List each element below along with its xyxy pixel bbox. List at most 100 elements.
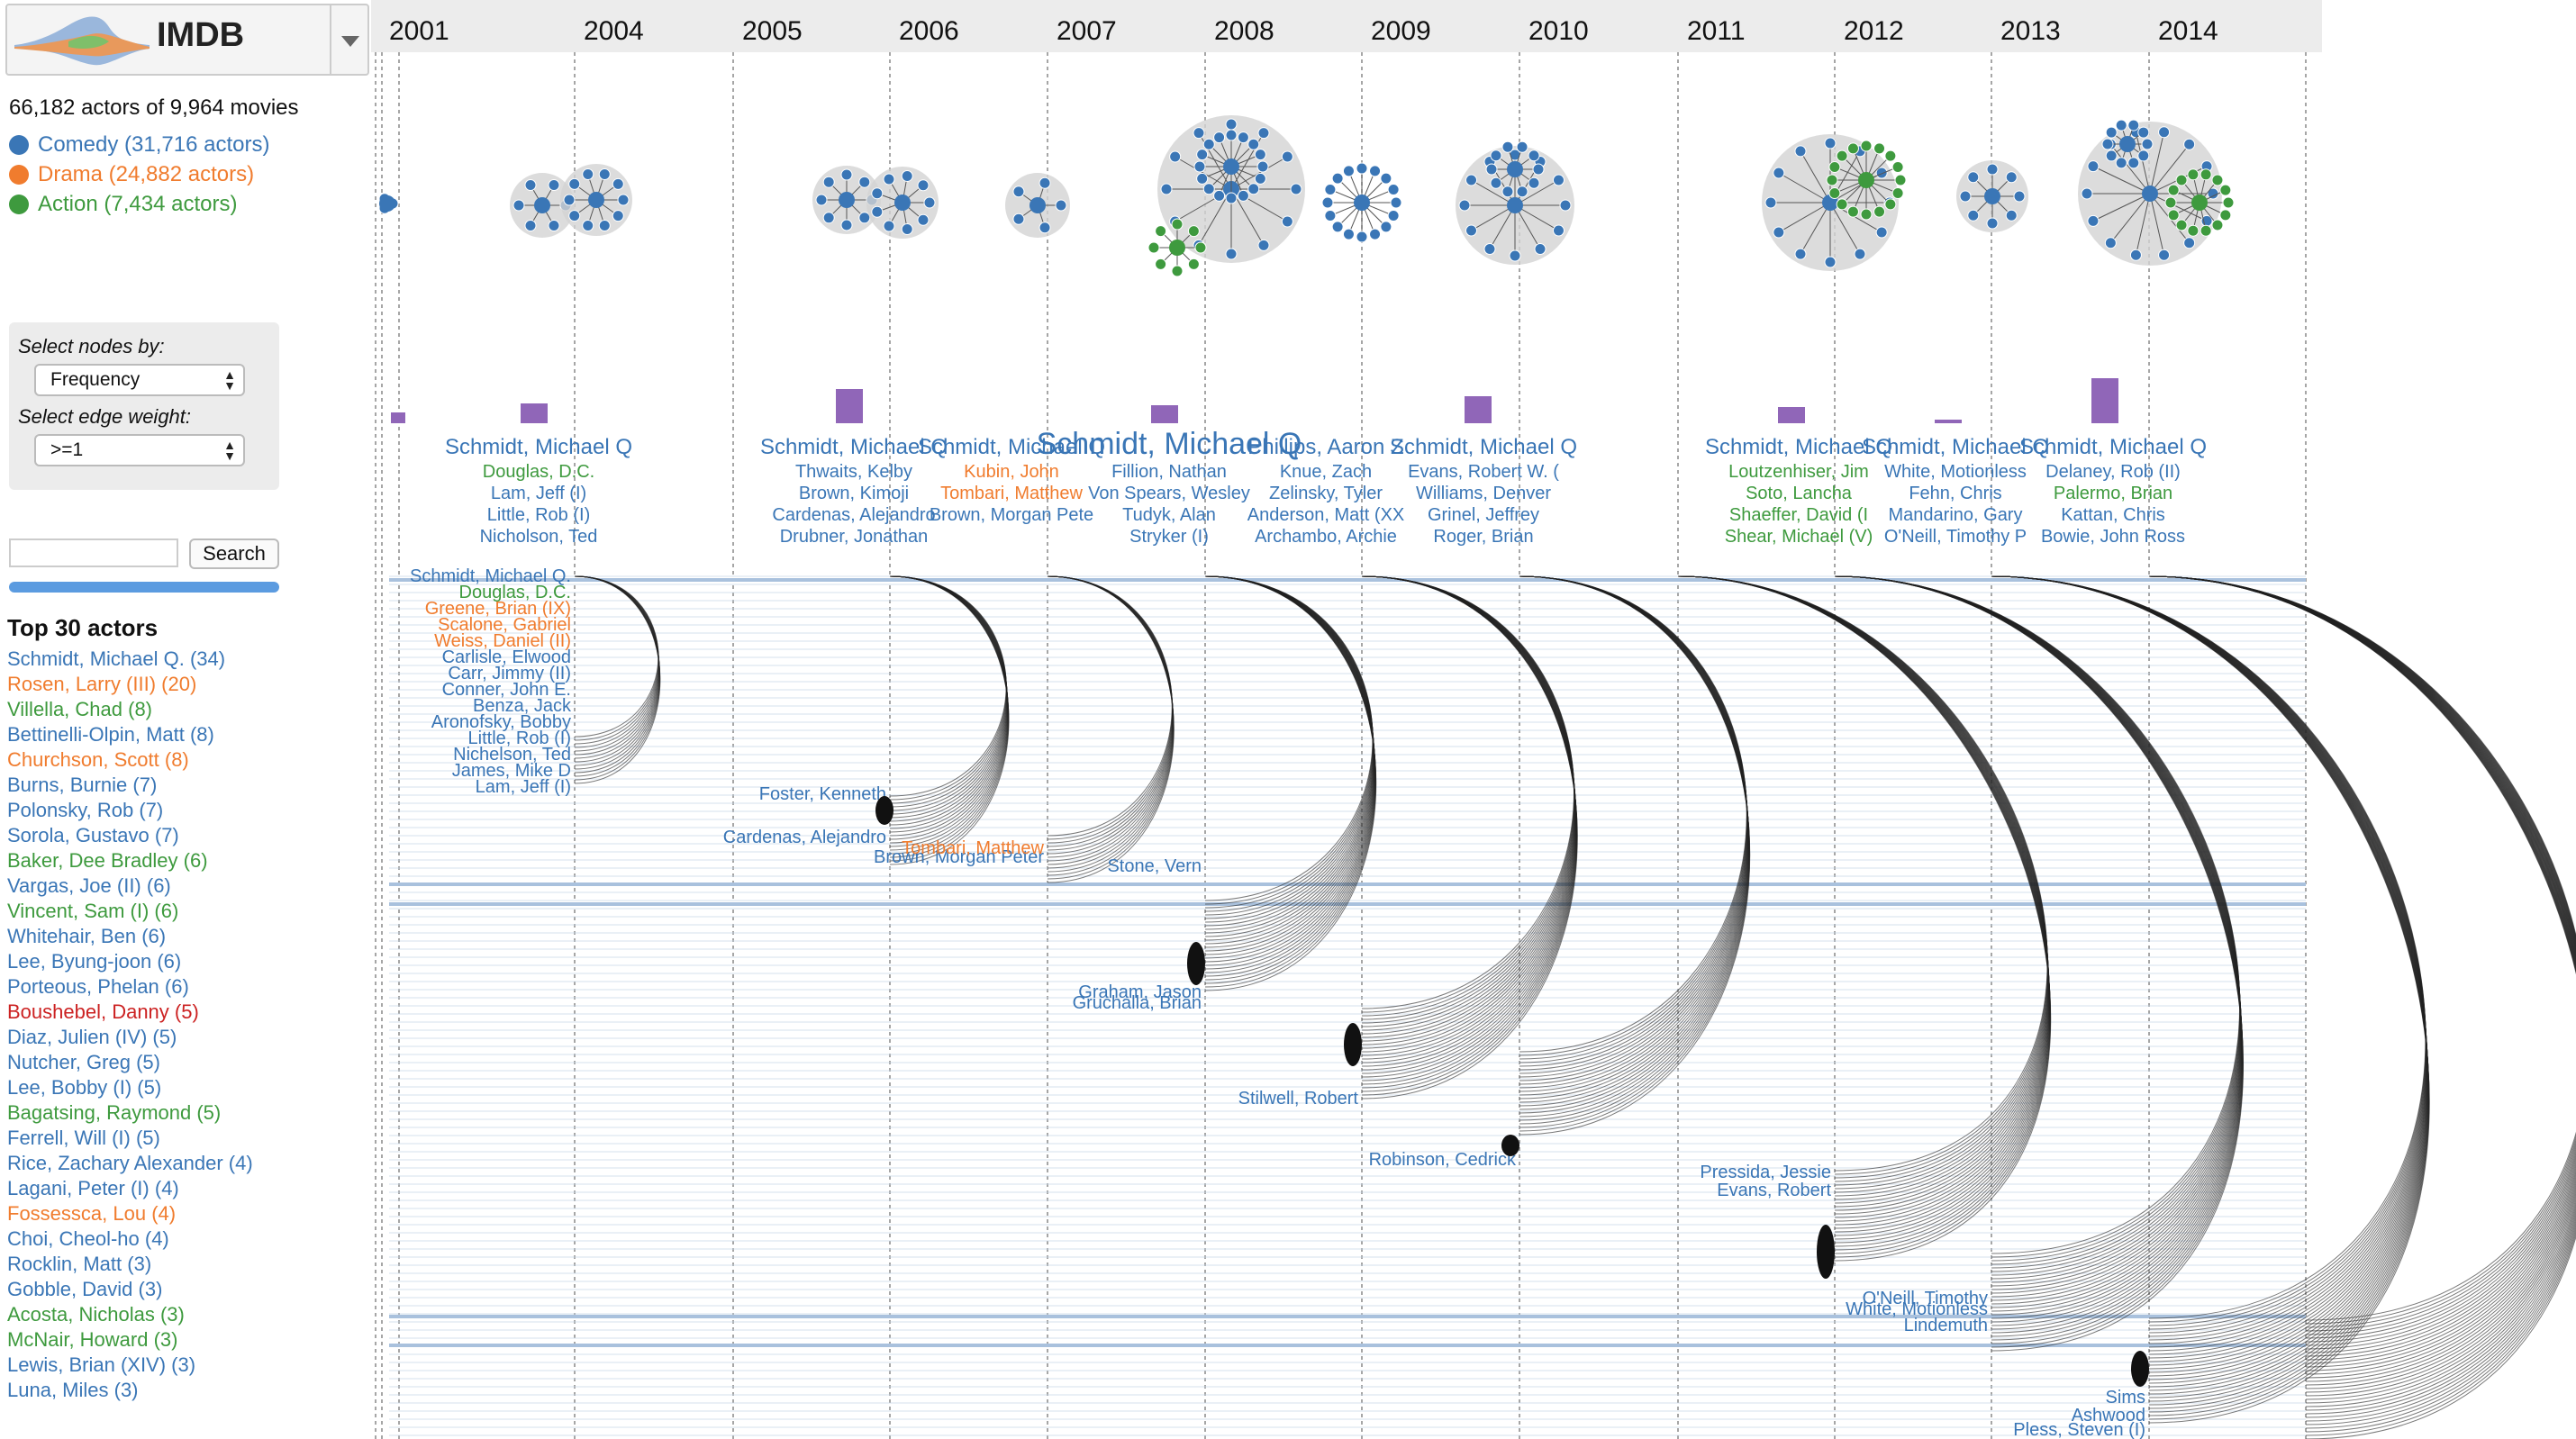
cluster-node[interactable] [1884,198,1897,211]
cluster-node[interactable] [1321,196,1334,209]
cluster-node[interactable] [1490,176,1502,189]
cluster-node[interactable] [1331,172,1344,185]
legend-item-action[interactable]: Action (7,434 actors) [9,189,269,219]
cluster-node[interactable] [923,196,936,209]
cluster-node[interactable] [1356,231,1368,243]
top-actor-item[interactable]: Acosta, Nicholas (3) [7,1303,185,1326]
top-actor-item[interactable]: Lewis, Brian (XIV) (3) [7,1353,196,1376]
cluster-node[interactable] [1331,221,1344,233]
cluster-node[interactable] [2105,126,2118,139]
cluster-node[interactable] [1773,167,1785,179]
top-actor-item[interactable]: Whitehair, Ben (6) [7,925,167,947]
cluster-hub-node[interactable] [1029,197,1046,213]
cluster-node[interactable] [1846,142,1859,155]
cluster-node[interactable] [2127,157,2140,169]
cluster-node[interactable] [1193,127,1205,140]
cluster-node[interactable] [1012,186,1025,198]
top-actor-item[interactable]: Choi, Cheol-ho (4) [7,1227,169,1250]
cluster-node[interactable] [1254,172,1266,185]
cluster-node[interactable] [1380,221,1392,233]
cluster-node[interactable] [1387,183,1400,195]
cluster-node[interactable] [2187,168,2200,181]
cluster-node[interactable] [1516,186,1528,198]
top-actor-item[interactable]: Luna, Miles (3) [7,1379,139,1401]
cluster-hub-node[interactable] [2119,136,2136,152]
top-actor-item[interactable]: Burns, Burnie (7) [7,774,158,796]
cluster-node[interactable] [1380,172,1392,185]
cluster-node[interactable] [612,177,624,190]
dataset-selector[interactable]: IMDB [5,4,369,76]
top-actor-item[interactable]: Vargas, Joe (II) (6) [7,874,171,897]
cluster-node[interactable] [1187,258,1200,270]
select-nodes-dropdown[interactable]: Frequency ▲ ▼ [34,364,245,396]
cluster-node[interactable] [568,177,581,190]
cluster-hub-node[interactable] [1507,161,1523,177]
frequency-bar[interactable] [1151,405,1178,423]
top-actor-item[interactable]: Schmidt, Michael Q. (34) [7,647,226,670]
cluster-node[interactable] [1369,165,1382,177]
cluster-node[interactable] [2105,149,2118,162]
cluster-node[interactable] [1465,224,1478,237]
cluster-node[interactable] [612,210,624,222]
cluster-node[interactable] [1875,226,1888,239]
cluster-node[interactable] [2087,160,2100,173]
cluster-node[interactable] [617,194,630,206]
cluster-hub-node[interactable] [1223,158,1239,175]
cluster-node[interactable] [1824,256,1837,268]
cluster-node[interactable] [1894,174,1907,186]
search-input[interactable] [9,538,178,567]
top-actor-item[interactable]: Churchson, Scott (8) [7,748,189,771]
top-actor-item[interactable]: McNair, Howard (3) [7,1328,178,1351]
cluster-node[interactable] [1356,162,1368,175]
cluster-node[interactable] [2211,174,2224,186]
cluster-node[interactable] [2158,249,2171,261]
cluster-node[interactable] [2183,237,2196,249]
top-actor-item[interactable]: Porteous, Phelan (6) [7,975,189,998]
cluster-node[interactable] [582,167,594,180]
cluster-node[interactable] [1860,208,1873,221]
cluster-node[interactable] [1155,225,1167,238]
cluster-node[interactable] [1794,248,1807,260]
cluster-node[interactable] [568,210,581,222]
cluster-node[interactable] [901,223,913,236]
top-actor-item[interactable]: Lee, Byung-joon (6) [7,950,182,973]
cluster-node[interactable] [2115,119,2127,131]
cluster-node[interactable] [1369,228,1382,240]
top-actor-item[interactable]: Bagatsing, Raymond (5) [7,1101,222,1124]
cluster-node[interactable] [1516,140,1528,153]
cluster-hub-node[interactable] [894,195,911,211]
cluster-node[interactable] [1256,160,1269,173]
cluster-node[interactable] [2129,249,2142,261]
cluster-node[interactable] [1828,160,1841,173]
cluster-node[interactable] [2219,209,2232,222]
cluster-node[interactable] [2175,219,2188,231]
cluster-node[interactable] [1891,160,1904,173]
cluster-node[interactable] [1171,265,1184,277]
frequency-bar[interactable] [391,412,405,423]
cluster-node[interactable] [512,199,525,212]
top-actor-item[interactable]: Gobble, David (3) [7,1278,163,1300]
cluster-node[interactable] [1390,196,1402,209]
cluster-node[interactable] [2167,184,2180,196]
cluster-node[interactable] [2219,184,2232,196]
cluster-node[interactable] [1247,183,1260,195]
cluster-hub-node[interactable] [534,197,550,213]
cluster-node[interactable] [1509,149,1521,161]
cluster-node[interactable] [2087,214,2100,227]
cluster-node[interactable] [1387,210,1400,222]
cluster-node[interactable] [1773,226,1785,239]
cluster-node[interactable] [1828,187,1841,200]
cluster-node[interactable] [1213,189,1226,202]
legend-item-drama[interactable]: Drama (24,882 actors) [9,159,269,189]
cluster-node[interactable] [1225,192,1238,204]
cluster-node[interactable] [883,220,895,232]
cluster-node[interactable] [1247,138,1260,150]
cluster-node[interactable] [2137,149,2150,162]
cluster-node[interactable] [1193,160,1206,173]
cluster-node[interactable] [815,194,828,206]
cluster-node[interactable] [1794,145,1807,158]
cluster-node[interactable] [582,220,594,232]
cluster-node[interactable] [1039,176,1051,189]
cluster-node[interactable] [1509,249,1521,262]
cluster-hub-node[interactable] [1984,188,2000,204]
